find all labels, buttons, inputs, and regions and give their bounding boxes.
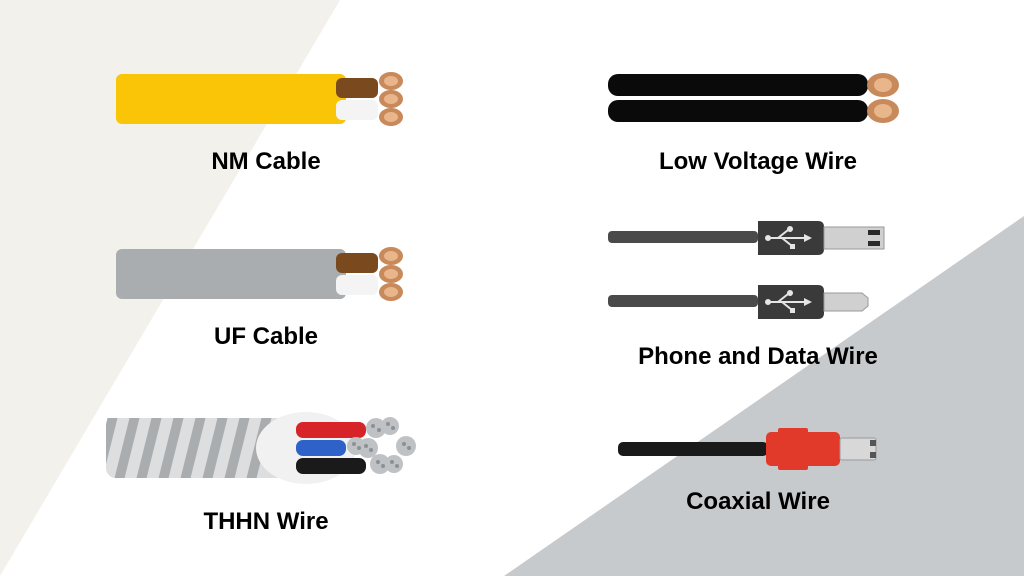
cell-nm-cable: NM Cable	[40, 30, 492, 205]
cell-phone-and-data-wire: Phone and Data Wire	[532, 205, 984, 380]
uf-cable-icon	[116, 235, 416, 315]
phone-and-data-wire-label: Phone and Data Wire	[638, 343, 878, 371]
cell-uf-cable: UF Cable	[40, 205, 492, 380]
uf-cable-label: UF Cable	[214, 323, 318, 351]
phone-and-data-wire-icon	[608, 215, 908, 335]
nm-cable-label: NM Cable	[211, 148, 320, 176]
thhn-wire-icon	[106, 400, 426, 500]
wire-types-grid: NM Cable Low Voltage Wire	[0, 0, 1024, 576]
thhn-wire-label: THHN Wire	[203, 508, 328, 536]
nm-cable-icon	[116, 60, 416, 140]
cell-thhn-wire: THHN Wire	[40, 381, 492, 556]
coaxial-wire-label: Coaxial Wire	[686, 488, 830, 516]
cell-low-voltage-wire: Low Voltage Wire	[532, 30, 984, 205]
cell-coaxial-wire: Coaxial Wire	[532, 381, 984, 556]
low-voltage-wire-icon	[608, 60, 908, 140]
low-voltage-wire-label: Low Voltage Wire	[659, 148, 857, 176]
coaxial-wire-icon	[618, 420, 898, 480]
